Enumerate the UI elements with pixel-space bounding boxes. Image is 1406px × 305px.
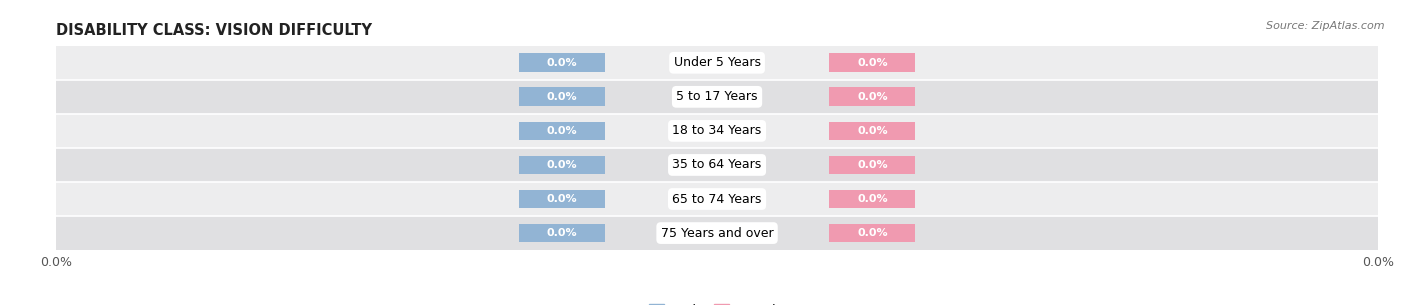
Text: 0.0%: 0.0% — [547, 194, 576, 204]
Bar — [830, 121, 915, 140]
Bar — [56, 114, 1378, 148]
Text: 0.0%: 0.0% — [858, 92, 887, 102]
Bar — [830, 224, 915, 242]
Bar — [56, 148, 1378, 182]
Bar — [519, 121, 605, 140]
Legend: Male, Female: Male, Female — [644, 299, 790, 305]
Bar — [56, 46, 1378, 80]
Text: 18 to 34 Years: 18 to 34 Years — [672, 124, 762, 137]
Bar — [56, 216, 1378, 250]
Bar — [56, 80, 1378, 114]
Text: 0.0%: 0.0% — [547, 58, 576, 68]
Bar — [519, 190, 605, 208]
Bar — [519, 156, 605, 174]
Bar — [519, 88, 605, 106]
Text: 0.0%: 0.0% — [858, 160, 887, 170]
Bar — [830, 53, 915, 72]
Text: 75 Years and over: 75 Years and over — [661, 227, 773, 239]
Text: 0.0%: 0.0% — [547, 228, 576, 238]
Text: Under 5 Years: Under 5 Years — [673, 56, 761, 69]
Text: Source: ZipAtlas.com: Source: ZipAtlas.com — [1267, 21, 1385, 31]
Text: 0.0%: 0.0% — [547, 160, 576, 170]
Bar — [519, 53, 605, 72]
Bar — [830, 88, 915, 106]
Bar — [519, 224, 605, 242]
Text: 0.0%: 0.0% — [547, 92, 576, 102]
Bar — [830, 156, 915, 174]
Text: 0.0%: 0.0% — [547, 126, 576, 136]
Text: 0.0%: 0.0% — [858, 228, 887, 238]
Bar — [830, 190, 915, 208]
Text: DISABILITY CLASS: VISION DIFFICULTY: DISABILITY CLASS: VISION DIFFICULTY — [56, 23, 373, 38]
Text: 35 to 64 Years: 35 to 64 Years — [672, 159, 762, 171]
Text: 0.0%: 0.0% — [858, 194, 887, 204]
Text: 0.0%: 0.0% — [858, 126, 887, 136]
Text: 0.0%: 0.0% — [858, 58, 887, 68]
Text: 5 to 17 Years: 5 to 17 Years — [676, 90, 758, 103]
Text: 65 to 74 Years: 65 to 74 Years — [672, 192, 762, 206]
Bar — [56, 182, 1378, 216]
